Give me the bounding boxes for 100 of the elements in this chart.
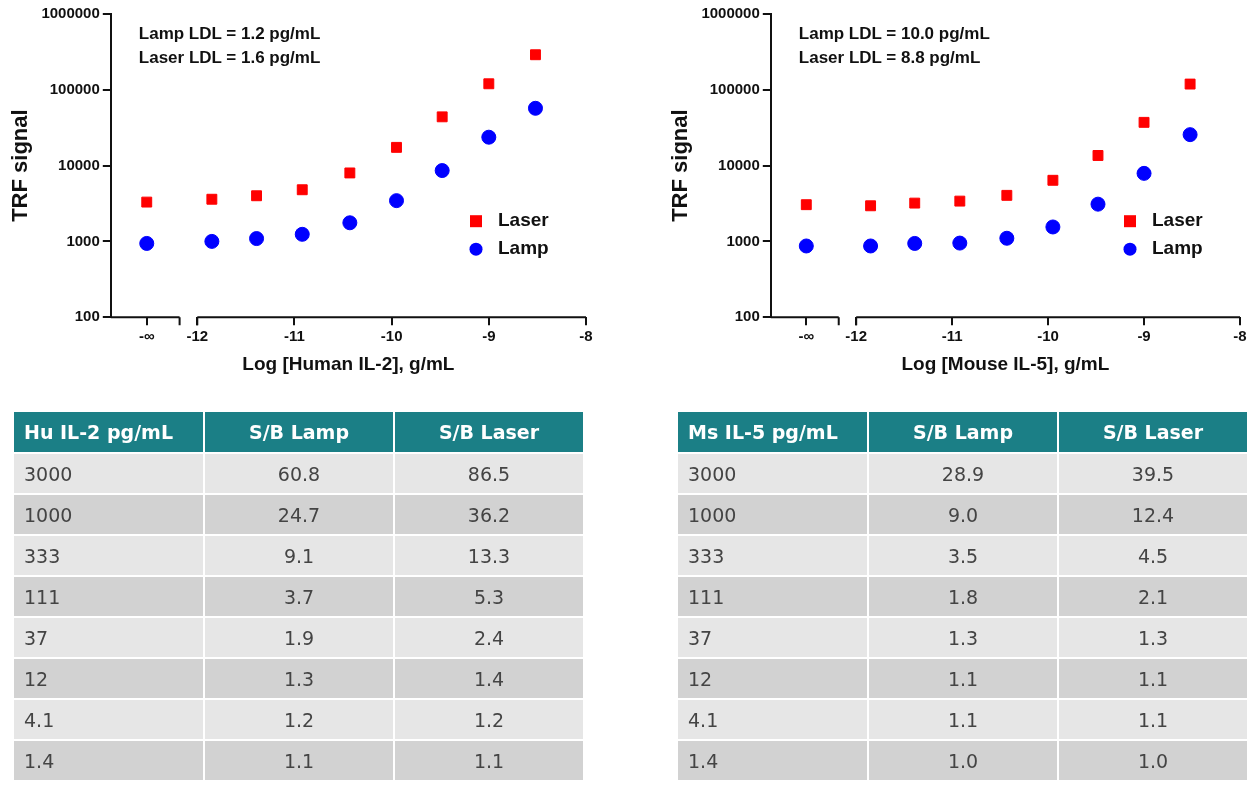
x-tick-label: -11 <box>941 327 963 345</box>
annotation: Laser LDL = 1.6 pg/mL <box>138 48 321 68</box>
legend-label: Laser <box>498 209 550 231</box>
x-tick-label: -10 <box>380 327 403 345</box>
data-label: 1.1 <box>1058 699 1248 740</box>
point <box>249 231 265 247</box>
point <box>530 49 541 61</box>
data-label: 12.4 <box>1058 494 1248 535</box>
data-label: 3.5 <box>868 535 1058 576</box>
data-label: 2.4 <box>394 617 584 658</box>
point <box>342 215 358 231</box>
annotation: Lamp LDL = 10.0 pg/mL <box>798 24 990 44</box>
y-tick-label: 111 <box>678 576 868 617</box>
data-label: 1.1 <box>868 699 1058 740</box>
y-axis-title: TRF signal <box>7 109 33 222</box>
x-tick-label: -12 <box>186 327 209 345</box>
point <box>1184 78 1196 90</box>
y-tick-label: 37 <box>678 617 868 658</box>
point <box>907 235 923 251</box>
data-label: 1.2 <box>204 699 394 740</box>
y-tick-label: 111 <box>14 576 204 617</box>
data-label: 1.1 <box>1058 658 1248 699</box>
data-label: 13.3 <box>394 535 584 576</box>
y-tick-label: 1000 <box>14 494 204 535</box>
annotation: Laser LDL = 8.8 pg/mL <box>798 48 981 68</box>
data-label: 60.8 <box>204 453 394 494</box>
point <box>206 193 218 205</box>
point <box>1001 189 1013 201</box>
data-label: 1.3 <box>868 617 1058 658</box>
point <box>389 193 404 209</box>
point <box>952 235 968 251</box>
x-tick-label: -8 <box>1233 327 1247 345</box>
point <box>1136 165 1152 181</box>
y-tick-label: 10000 <box>718 155 760 173</box>
data-label: 36.2 <box>394 494 584 535</box>
data-label: 1.0 <box>1058 740 1248 781</box>
point <box>434 163 450 179</box>
y-tick-label: 1.4 <box>678 740 868 781</box>
y-tick-label: 12 <box>678 658 868 699</box>
y-tick-label: 1000000 <box>41 4 100 22</box>
y-tick-label: 4.1 <box>678 699 868 740</box>
x-tick-label: S/B Lamp <box>868 412 1058 453</box>
x-tick-label: -10 <box>1037 327 1059 345</box>
x-tick-label: -∞ <box>798 327 815 345</box>
point <box>139 235 155 251</box>
point <box>798 238 814 254</box>
data-label: 2.1 <box>1058 576 1248 617</box>
data-label: 5.3 <box>394 576 584 617</box>
data-label: 9.1 <box>204 535 394 576</box>
y-tick-label: 100000 <box>709 79 760 97</box>
point <box>141 196 153 208</box>
y-axis-title: Ms IL-5 pg/mL <box>678 412 868 453</box>
point <box>865 200 877 212</box>
data-label: 39.5 <box>1058 453 1248 494</box>
x-axis-title: Log [Mouse IL-5], g/mL <box>901 352 1110 374</box>
point <box>1045 219 1061 235</box>
legend-label: Laser <box>1152 209 1204 231</box>
y-tick-label: 1000 <box>726 231 760 249</box>
legend-label: Lamp <box>1152 237 1203 259</box>
x-axis-title: Log [Human IL-2], g/mL <box>242 352 455 374</box>
x-tick-label: -∞ <box>138 327 155 345</box>
point <box>204 233 220 249</box>
data-label: 1.3 <box>1058 617 1248 658</box>
point <box>1092 150 1104 161</box>
point <box>909 197 921 209</box>
data-label: 1.8 <box>868 576 1058 617</box>
data-label: 86.5 <box>394 453 584 494</box>
y-tick-label: 12 <box>14 658 204 699</box>
point <box>1047 174 1059 186</box>
data-label: 1.0 <box>868 740 1058 781</box>
y-tick-label: 37 <box>14 617 204 658</box>
y-tick-label: 100 <box>74 307 100 325</box>
x-tick-label: -12 <box>845 327 868 345</box>
point <box>1138 116 1150 128</box>
point <box>999 230 1015 246</box>
legend-label: Lamp <box>498 237 549 259</box>
x-tick-label: S/B Laser <box>1058 412 1248 453</box>
y-tick-label: 333 <box>678 535 868 576</box>
x-tick-label: -8 <box>579 327 593 345</box>
data-label: 1.2 <box>394 699 584 740</box>
data-label: 24.7 <box>204 494 394 535</box>
y-tick-label: 1000 <box>678 494 868 535</box>
point <box>481 129 497 145</box>
x-tick-label: S/B Lamp <box>204 412 394 453</box>
point <box>391 141 402 153</box>
point <box>527 100 543 116</box>
data-label: 1.1 <box>868 658 1058 699</box>
y-tick-label: 3000 <box>14 453 204 494</box>
y-tick-label: 1000 <box>66 231 100 249</box>
x-tick-label: -11 <box>284 327 305 345</box>
point <box>251 190 263 202</box>
x-tick-label: S/B Laser <box>394 412 584 453</box>
data-label: 4.5 <box>1058 535 1248 576</box>
annotation: Lamp LDL = 1.2 pg/mL <box>138 24 321 44</box>
data-label: 3.7 <box>204 576 394 617</box>
y-tick-label: 4.1 <box>14 699 204 740</box>
data-label: 1.4 <box>394 658 584 699</box>
point <box>296 184 308 196</box>
y-tick-label: 1000000 <box>701 4 760 22</box>
point <box>863 238 879 254</box>
